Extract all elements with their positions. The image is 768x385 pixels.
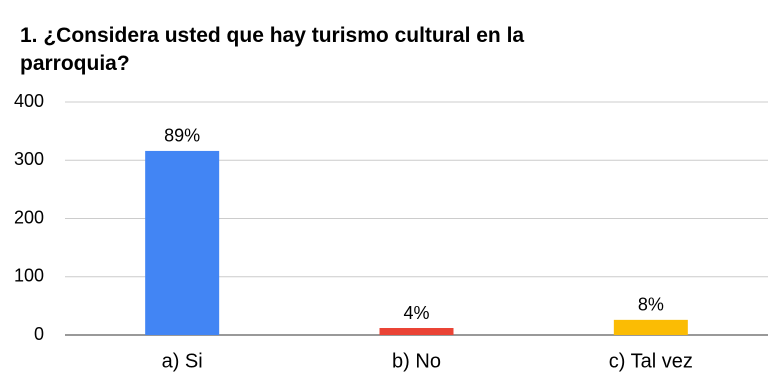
y-tick-label: 0 xyxy=(34,324,44,344)
y-tick-label: 100 xyxy=(14,266,44,286)
x-tick-label: c) Tal vez xyxy=(609,350,693,372)
y-tick-label: 400 xyxy=(14,91,44,111)
x-tick-label: b) No xyxy=(392,350,441,372)
bar xyxy=(379,328,454,335)
data-label: 4% xyxy=(403,303,429,323)
bar xyxy=(145,150,220,335)
y-tick-label: 200 xyxy=(14,207,44,227)
data-label: 8% xyxy=(638,295,664,315)
x-tick-label: a) Si xyxy=(162,350,203,372)
chart-title: 1. ¿Considera usted que hay turismo cult… xyxy=(20,24,530,75)
bar xyxy=(613,319,688,335)
data-label: 89% xyxy=(164,126,200,146)
y-tick-label: 300 xyxy=(14,149,44,169)
